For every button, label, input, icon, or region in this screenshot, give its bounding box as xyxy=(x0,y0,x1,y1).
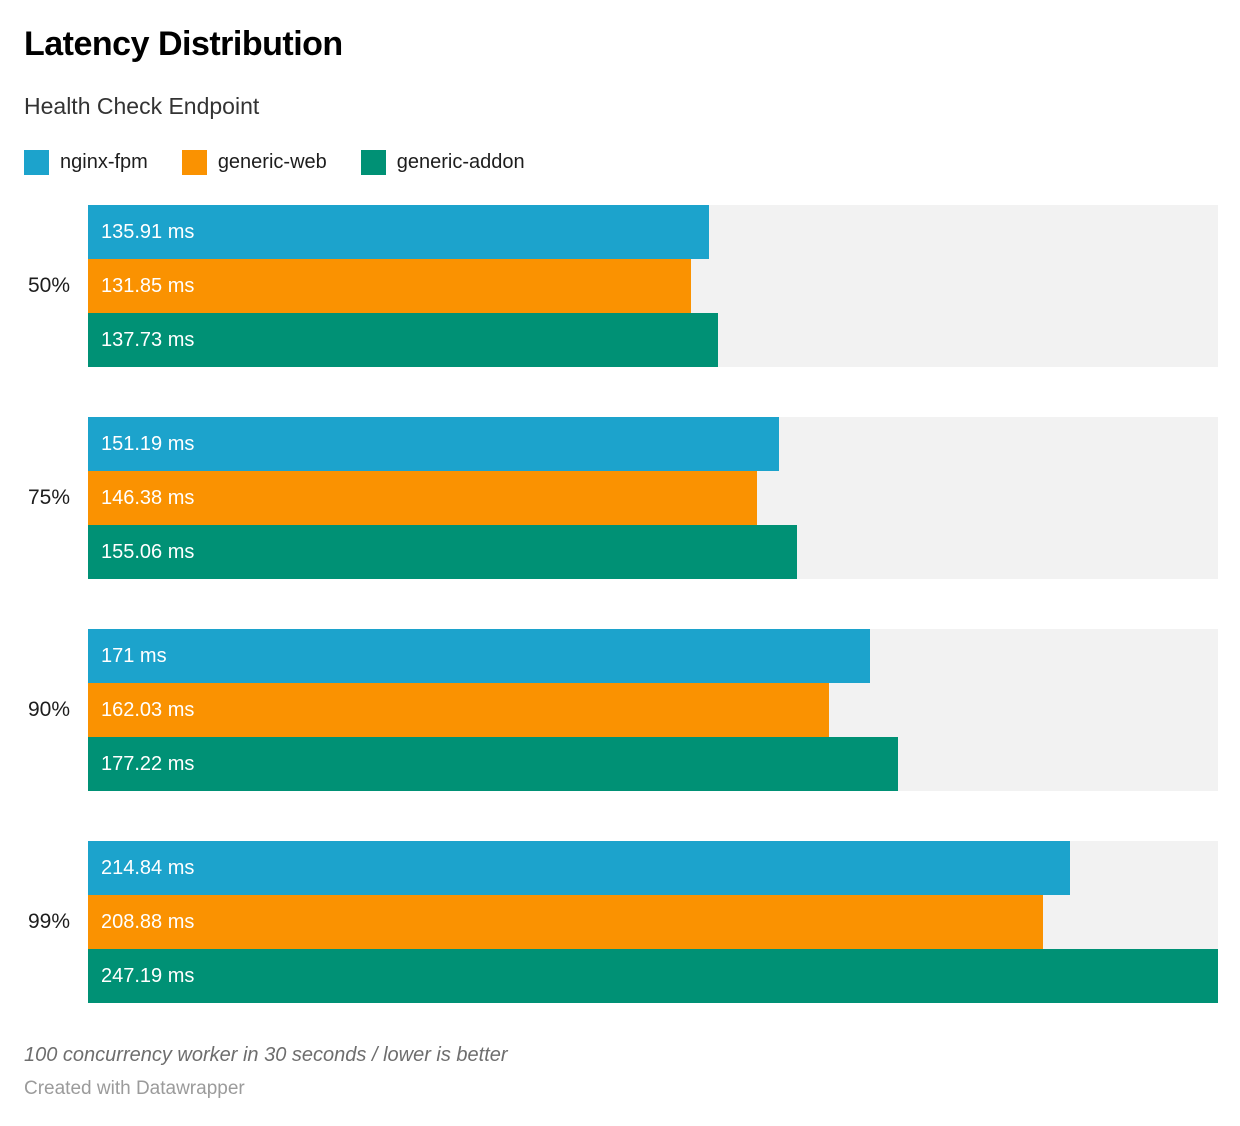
bar-generic-addon: 155.06 ms xyxy=(88,525,797,580)
bar-group: 99% 214.84 ms 208.88 ms 247.19 ms xyxy=(24,841,1218,1004)
bar-value-label: 135.91 ms xyxy=(101,220,195,243)
bar-value-label: 162.03 ms xyxy=(101,698,195,721)
bar-nginx-fpm: 171 ms xyxy=(88,629,870,684)
chart-subtitle: Health Check Endpoint xyxy=(24,92,260,119)
legend-item-generic-web: generic-web xyxy=(181,150,327,176)
bar-track: 137.73 ms xyxy=(88,313,1218,368)
legend: nginx-fpm generic-web generic-addon xyxy=(24,150,1218,176)
category-label: 50% xyxy=(27,274,70,298)
legend-swatch-icon xyxy=(181,150,207,176)
bar-generic-web: 162.03 ms xyxy=(88,683,829,738)
bar-nginx-fpm: 151.19 ms xyxy=(88,417,780,472)
bar-chart: 50% 135.91 ms 131.85 ms 137.73 ms 75% 151.19 … xyxy=(24,205,1218,1004)
bar-track: 151.19 ms xyxy=(88,417,1218,472)
bar-generic-web: 146.38 ms xyxy=(88,471,758,526)
chart-footnote: 100 concurrency worker in 30 seconds / l… xyxy=(24,1044,508,1067)
bar-track: 171 ms xyxy=(88,629,1218,684)
bar-value-label: 137.73 ms xyxy=(101,328,195,351)
bar-track: 146.38 ms xyxy=(88,471,1218,526)
bar-value-label: 177.22 ms xyxy=(101,752,195,775)
bar-track-stack: 171 ms 162.03 ms 177.22 ms xyxy=(88,629,1218,792)
category-label: 75% xyxy=(27,486,70,510)
category-label: 99% xyxy=(27,910,70,934)
bar-generic-addon: 137.73 ms xyxy=(88,313,718,368)
bar-track-stack: 135.91 ms 131.85 ms 137.73 ms xyxy=(88,205,1218,368)
legend-item-nginx-fpm: nginx-fpm xyxy=(24,150,148,176)
bar-track: 131.85 ms xyxy=(88,259,1218,314)
bar-value-label: 171 ms xyxy=(101,644,167,667)
legend-swatch-icon xyxy=(24,150,49,176)
bar-value-label: 151.19 ms xyxy=(101,432,195,455)
bar-value-label: 146.38 ms xyxy=(101,486,195,509)
bar-track: 177.22 ms xyxy=(88,737,1218,792)
legend-label: generic-web xyxy=(217,151,327,174)
legend-swatch-icon xyxy=(360,150,386,176)
bar-value-label: 155.06 ms xyxy=(101,540,195,563)
bar-group: 90% 171 ms 162.03 ms 177.22 ms xyxy=(24,629,1218,792)
bar-nginx-fpm: 135.91 ms xyxy=(88,205,710,260)
bar-group: 75% 151.19 ms 146.38 ms 155.06 ms xyxy=(24,417,1218,580)
bar-generic-addon: 247.19 ms xyxy=(88,949,1218,1004)
bar-track: 155.06 ms xyxy=(88,525,1218,580)
bar-track: 162.03 ms xyxy=(88,683,1218,738)
bar-value-label: 131.85 ms xyxy=(101,274,195,297)
bar-track: 214.84 ms xyxy=(88,841,1218,896)
bar-track-stack: 214.84 ms 208.88 ms 247.19 ms xyxy=(88,841,1218,1004)
category-label: 90% xyxy=(27,698,70,722)
bar-generic-addon: 177.22 ms xyxy=(88,737,899,792)
bar-value-label: 208.88 ms xyxy=(101,910,195,933)
bar-value-label: 247.19 ms xyxy=(101,964,195,987)
legend-label: generic-addon xyxy=(396,151,525,174)
bar-generic-web: 131.85 ms xyxy=(88,259,691,314)
bar-track: 247.19 ms xyxy=(88,949,1218,1004)
bar-track: 135.91 ms xyxy=(88,205,1218,260)
bar-track: 208.88 ms xyxy=(88,895,1218,950)
legend-label: nginx-fpm xyxy=(60,151,148,174)
page-title: Latency Distribution xyxy=(24,25,343,63)
bar-generic-web: 208.88 ms xyxy=(88,895,1043,950)
bar-value-label: 214.84 ms xyxy=(101,856,195,879)
datawrapper-attribution: Created with Datawrapper xyxy=(24,1078,245,1100)
bar-group: 50% 135.91 ms 131.85 ms 137.73 ms xyxy=(24,205,1218,368)
legend-item-generic-addon: generic-addon xyxy=(360,150,525,176)
bar-nginx-fpm: 214.84 ms xyxy=(88,841,1071,896)
bar-track-stack: 151.19 ms 146.38 ms 155.06 ms xyxy=(88,417,1218,580)
